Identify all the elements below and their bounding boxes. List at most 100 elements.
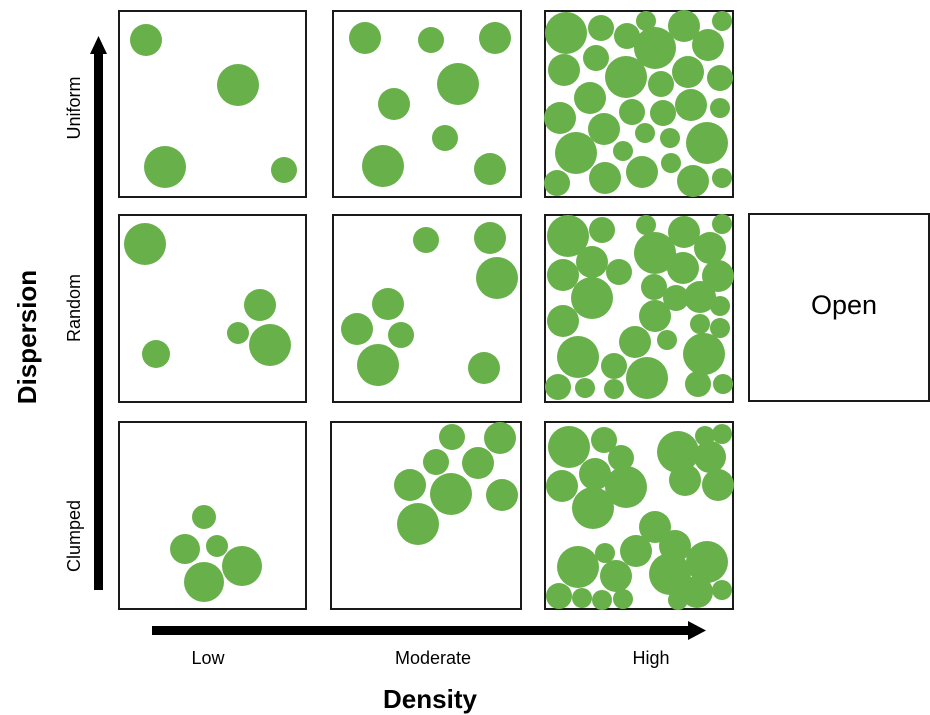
organism	[142, 340, 170, 368]
organism	[545, 12, 587, 54]
organism	[418, 27, 444, 53]
organism	[686, 541, 728, 583]
organism	[423, 449, 449, 475]
organism	[484, 422, 516, 454]
organism	[574, 82, 606, 114]
organism	[712, 168, 732, 188]
organism	[479, 22, 511, 54]
organism	[571, 277, 613, 319]
organism	[668, 590, 688, 610]
organism	[545, 374, 571, 400]
organism	[544, 102, 576, 134]
organism	[636, 11, 656, 31]
organism	[589, 162, 621, 194]
organism	[649, 553, 691, 595]
organism	[648, 71, 674, 97]
organism	[681, 576, 713, 608]
organism	[144, 146, 186, 188]
organism	[663, 285, 689, 311]
organism	[694, 441, 726, 473]
organism	[362, 145, 404, 187]
organism	[468, 352, 500, 384]
organism	[710, 318, 730, 338]
organism	[657, 431, 699, 473]
organism	[661, 153, 681, 173]
organism	[372, 288, 404, 320]
organism	[675, 89, 707, 121]
organism	[555, 132, 597, 174]
organism	[608, 445, 634, 471]
organism	[660, 128, 680, 148]
organism	[130, 24, 162, 56]
open-panel-label: Open	[811, 290, 877, 320]
organism	[388, 322, 414, 348]
organism	[606, 259, 632, 285]
organism	[547, 215, 589, 257]
organism	[244, 289, 276, 321]
organism	[357, 344, 399, 386]
organism	[712, 580, 732, 600]
organism	[672, 56, 704, 88]
organism	[605, 466, 647, 508]
organism	[222, 546, 262, 586]
organism	[576, 246, 608, 278]
organism	[650, 100, 676, 126]
organism	[605, 56, 647, 98]
organism	[702, 260, 734, 292]
organism	[547, 259, 579, 291]
organism	[548, 54, 580, 86]
organism	[124, 223, 166, 265]
organism	[619, 326, 651, 358]
organism	[677, 165, 709, 197]
organism	[349, 22, 381, 54]
organism	[592, 590, 612, 610]
organism	[437, 63, 479, 105]
row-label-uniform: Uniform	[64, 76, 84, 139]
organism	[613, 141, 633, 161]
organism	[462, 447, 494, 479]
organism	[572, 588, 592, 608]
organism	[572, 487, 614, 529]
organism	[397, 503, 439, 545]
organism	[692, 29, 724, 61]
organism	[641, 274, 667, 300]
organism	[192, 505, 216, 529]
organism	[667, 252, 699, 284]
organism	[591, 427, 617, 453]
organism	[432, 125, 458, 151]
organism	[439, 424, 465, 450]
organism	[430, 473, 472, 515]
organism	[713, 374, 733, 394]
organism	[636, 215, 656, 235]
organism	[613, 589, 633, 609]
organism	[595, 543, 615, 563]
row-label-random: Random	[64, 274, 84, 342]
organism	[712, 214, 732, 234]
organism	[589, 217, 615, 243]
x-axis-arrow	[152, 621, 706, 640]
organism-circles	[124, 10, 734, 610]
organism	[548, 426, 590, 468]
organism	[657, 330, 677, 350]
organism	[206, 535, 228, 557]
organism	[575, 378, 595, 398]
organism	[601, 353, 627, 379]
organism	[639, 300, 671, 332]
organism	[378, 88, 410, 120]
organism	[588, 113, 620, 145]
organism	[546, 583, 572, 609]
organism	[634, 232, 676, 274]
organism	[702, 469, 734, 501]
organism	[341, 313, 373, 345]
organism	[557, 546, 599, 588]
organism	[684, 281, 716, 313]
organism	[614, 23, 640, 49]
organism	[547, 305, 579, 337]
open-panel	[748, 213, 930, 402]
organism	[635, 123, 655, 143]
organism	[694, 232, 726, 264]
organism	[217, 64, 259, 106]
organism	[583, 45, 609, 71]
organism	[604, 379, 624, 399]
